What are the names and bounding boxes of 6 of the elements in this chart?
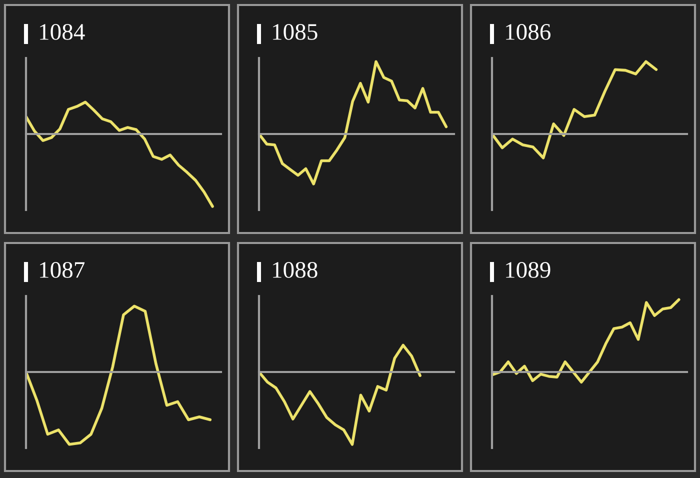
chart-title: 1087 [40,262,85,278]
chart-title: 1086 [506,24,551,40]
chart-title: 1085 [273,24,318,40]
chart-title: 1089 [506,262,550,278]
chart-title: 1088 [273,262,318,278]
chart-title: 1084 [40,24,85,40]
